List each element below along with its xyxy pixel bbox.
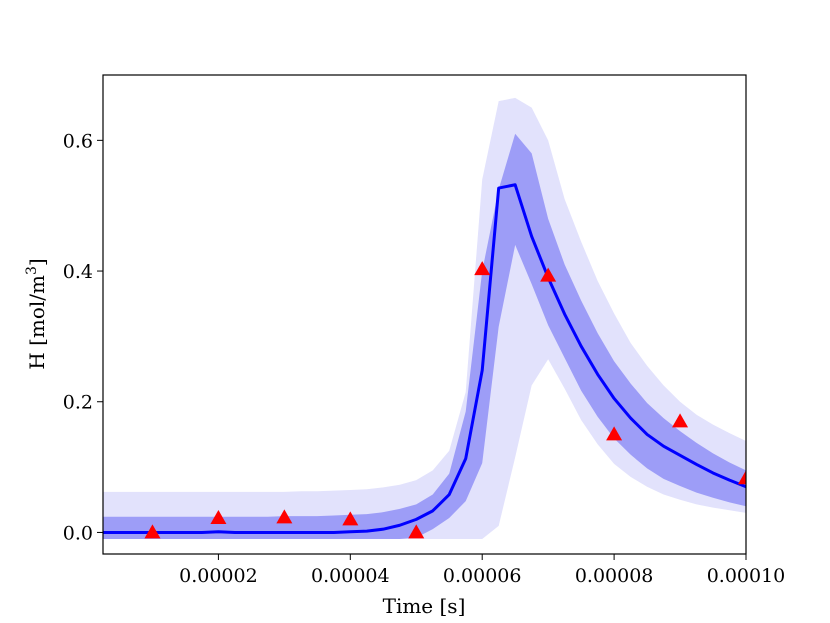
y-tick-label: 0.0	[63, 522, 93, 544]
observation-marker	[672, 413, 689, 428]
y-tick-label: 0.4	[63, 261, 93, 283]
y-tick-label: 0.2	[63, 392, 93, 414]
x-tick-label: 0.00010	[707, 565, 786, 587]
plot-area	[103, 97, 746, 539]
x-tick-label: 0.00004	[311, 565, 390, 587]
x-tick-label: 0.00008	[575, 565, 654, 587]
observation-marker	[342, 511, 359, 526]
observation-marker	[540, 267, 557, 282]
y-axis-label: H [mol/m3]	[24, 258, 49, 369]
x-axis: 0.00002 0.00004 0.00006 0.00008 0.00010	[179, 554, 785, 587]
outer-uncertainty-band	[103, 97, 746, 539]
y-axis: 0.0 0.2 0.4 0.6	[63, 130, 103, 544]
observation-marker	[474, 261, 491, 276]
observation-marker	[408, 524, 425, 539]
x-tick-label: 0.00006	[443, 565, 522, 587]
y-axis-label-main: H [mol/m	[25, 275, 49, 370]
axes-frame	[102, 74, 747, 555]
x-tick-label: 0.00002	[179, 565, 258, 587]
y-axis-label-close: ]	[25, 258, 49, 266]
observation-marker	[738, 470, 746, 485]
observation-marker	[144, 524, 161, 539]
x-axis-label: Time [s]	[383, 594, 466, 618]
observation-marker	[210, 510, 227, 525]
observation-marker	[606, 426, 623, 441]
y-tick-label: 0.6	[63, 130, 93, 152]
mean-line	[103, 183, 746, 534]
observation-marker	[276, 509, 293, 524]
y-axis-label-superscript: 3	[24, 266, 40, 275]
